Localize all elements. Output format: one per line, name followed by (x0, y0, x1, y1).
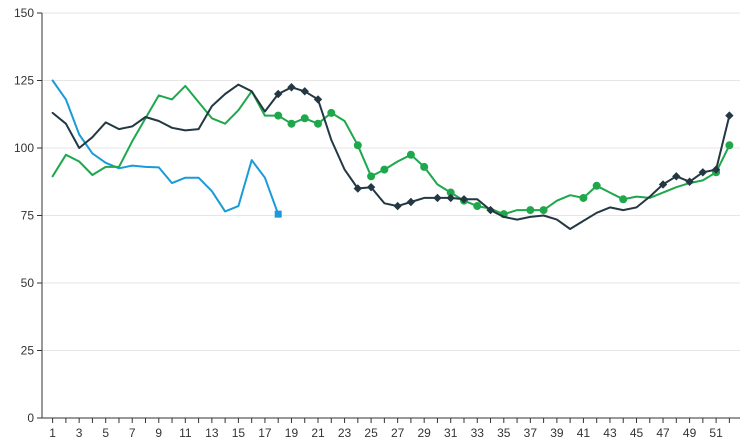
y-tick-label: 50 (21, 276, 35, 290)
x-tick-label: 13 (205, 426, 219, 440)
y-tick-label: 100 (14, 141, 34, 155)
x-tick-label: 33 (471, 426, 485, 440)
x-tick-label: 41 (577, 426, 591, 440)
series-2 (51, 84, 734, 219)
data-point-diamond (366, 182, 376, 192)
x-tick-label: 17 (258, 426, 272, 440)
y-tick-label: 125 (14, 74, 34, 88)
x-tick-label: 37 (524, 426, 538, 440)
x-tick-label: 51 (709, 426, 723, 440)
data-point-circle (473, 202, 482, 211)
x-tick-label: 9 (155, 426, 162, 440)
series-1 (51, 79, 282, 218)
x-tick-label: 29 (417, 426, 431, 440)
data-point-diamond (433, 193, 442, 203)
data-point-circle (353, 141, 362, 150)
series-line (51, 84, 731, 216)
data-point-square (274, 210, 282, 218)
x-tick-label: 27 (391, 426, 405, 440)
y-tick-label: 150 (14, 6, 34, 20)
x-tick-label: 21 (311, 426, 325, 440)
x-tick-label: 45 (630, 426, 644, 440)
data-point-diamond (393, 201, 402, 211)
data-point-circle (526, 206, 535, 215)
y-tick-label: 25 (21, 344, 35, 358)
data-point-diamond (672, 172, 681, 181)
x-tick-label: 35 (497, 426, 511, 440)
x-tick-label: 39 (550, 426, 564, 440)
data-point-diamond (658, 180, 668, 189)
x-tick-label: 5 (102, 426, 109, 440)
y-tick-label: 75 (21, 209, 35, 223)
x-tick-label: 31 (444, 426, 458, 440)
data-point-circle (380, 165, 389, 174)
data-point-diamond (486, 205, 495, 215)
x-tick-label: 7 (129, 426, 136, 440)
data-point-circle (725, 141, 734, 150)
data-point-circle (592, 181, 601, 190)
x-tick-label: 19 (285, 426, 299, 440)
x-tick-label: 25 (364, 426, 378, 440)
data-point-circle (420, 162, 429, 171)
data-point-diamond (353, 184, 363, 193)
data-point-diamond (685, 177, 694, 186)
x-tick-label: 3 (76, 426, 83, 440)
x-tick-label: 15 (232, 426, 246, 440)
data-point-diamond (287, 83, 296, 92)
data-point-circle (314, 119, 323, 128)
grid-layer (42, 12, 740, 351)
data-point-diamond (300, 87, 309, 96)
x-tick-label: 43 (603, 426, 617, 440)
data-point-diamond (313, 95, 323, 104)
data-point-circle (619, 195, 628, 204)
x-tick-label: 11 (179, 426, 192, 440)
data-point-circle (446, 188, 455, 197)
data-point-diamond (274, 89, 283, 99)
series-3 (51, 83, 734, 230)
data-point-diamond (446, 193, 455, 203)
data-point-circle (287, 119, 296, 128)
data-point-circle (579, 193, 588, 202)
data-point-circle (367, 172, 376, 181)
data-point-circle (406, 150, 415, 159)
data-point-circle (274, 111, 283, 120)
data-point-circle (539, 206, 548, 215)
series-line (51, 83, 731, 230)
data-point-circle (300, 114, 309, 123)
series-layer (51, 79, 734, 230)
data-point-diamond (725, 111, 734, 120)
y-tick-label: 0 (27, 411, 34, 425)
x-tick-label: 49 (683, 426, 697, 440)
data-point-diamond (406, 197, 416, 207)
x-tick-label: 1 (49, 426, 56, 440)
x-tick-label: 23 (338, 426, 352, 440)
x-tick-label: 47 (656, 426, 670, 440)
data-point-diamond (711, 165, 721, 174)
series-line (51, 79, 280, 216)
data-point-diamond (698, 168, 708, 177)
data-point-diamond (459, 195, 469, 204)
data-point-circle (327, 108, 336, 117)
